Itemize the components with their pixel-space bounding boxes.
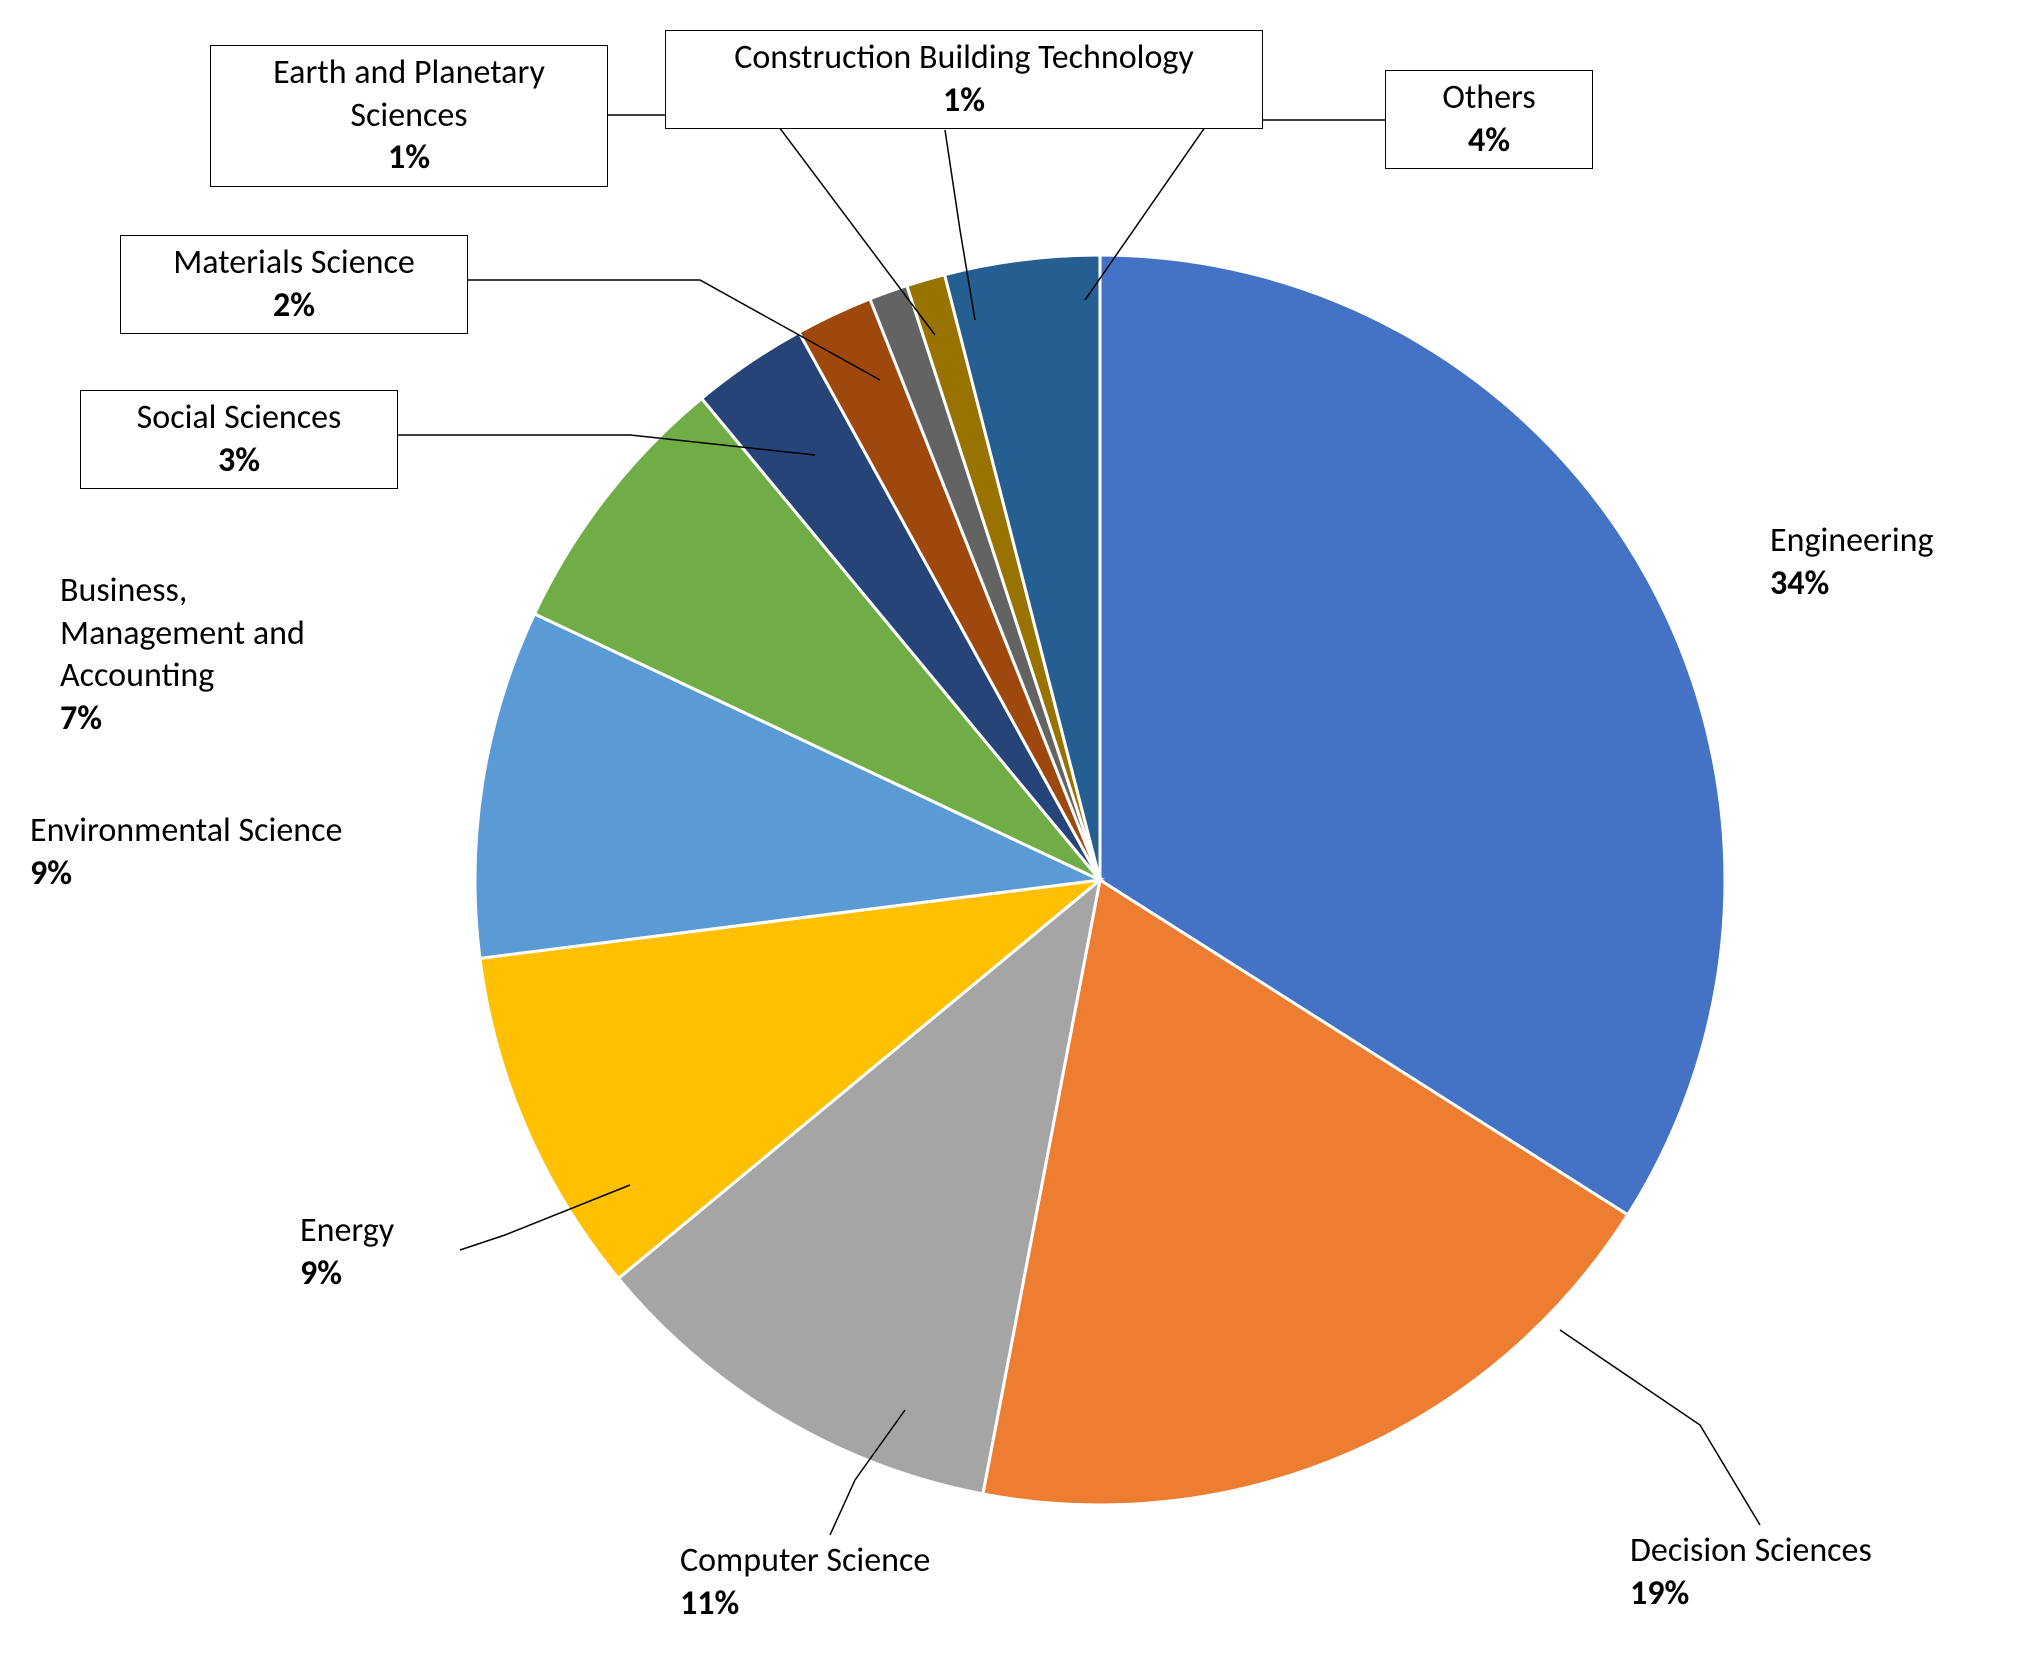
slice-label-text: Business, Management and Accounting bbox=[60, 570, 390, 698]
slice-label: Social Sciences3% bbox=[80, 390, 398, 489]
slice-label: Earth and Planetary Sciences1% bbox=[210, 45, 608, 187]
slice-label-text: Environmental Science bbox=[30, 810, 430, 853]
pie-slices bbox=[475, 255, 1725, 1505]
slice-label-percent: 9% bbox=[30, 853, 430, 896]
slice-label: Decision Sciences19% bbox=[1630, 1530, 1950, 1615]
slice-label-percent: 1% bbox=[229, 137, 589, 180]
slice-label: Environmental Science9% bbox=[30, 810, 430, 895]
slice-label-percent: 11% bbox=[680, 1583, 1000, 1626]
slice-label-percent: 4% bbox=[1404, 120, 1574, 163]
slice-label: Others4% bbox=[1385, 70, 1593, 169]
slice-label: Construction Building Technology1% bbox=[665, 30, 1263, 129]
slice-label-percent: 34% bbox=[1770, 563, 2010, 606]
slice-label-percent: 19% bbox=[1630, 1573, 1950, 1616]
slice-label-text: Others bbox=[1404, 77, 1574, 120]
slice-label-text: Decision Sciences bbox=[1630, 1530, 1950, 1573]
slice-label: Computer Science11% bbox=[680, 1540, 1000, 1625]
slice-label-text: Energy bbox=[300, 1210, 460, 1253]
slice-label-text: Construction Building Technology bbox=[684, 37, 1244, 80]
slice-label-text: Materials Science bbox=[139, 242, 449, 285]
slice-label: Business, Management and Accounting7% bbox=[60, 570, 390, 740]
slice-label-text: Computer Science bbox=[680, 1540, 1000, 1583]
slice-label-text: Earth and Planetary Sciences bbox=[229, 52, 589, 137]
slice-label-percent: 7% bbox=[60, 698, 390, 741]
slice-label: Materials Science2% bbox=[120, 235, 468, 334]
pie-chart-container: Engineering34% Decision Sciences19% Comput… bbox=[0, 0, 2036, 1678]
slice-label-percent: 3% bbox=[99, 440, 379, 483]
slice-label-percent: 9% bbox=[300, 1253, 460, 1296]
slice-label-percent: 1% bbox=[684, 80, 1244, 123]
slice-label: Energy9% bbox=[300, 1210, 460, 1295]
slice-label-text: Engineering bbox=[1770, 520, 2010, 563]
slice-label: Engineering34% bbox=[1770, 520, 2010, 605]
leader-line bbox=[1560, 1330, 1760, 1525]
slice-label-percent: 2% bbox=[139, 285, 449, 328]
slice-label-text: Social Sciences bbox=[99, 397, 379, 440]
